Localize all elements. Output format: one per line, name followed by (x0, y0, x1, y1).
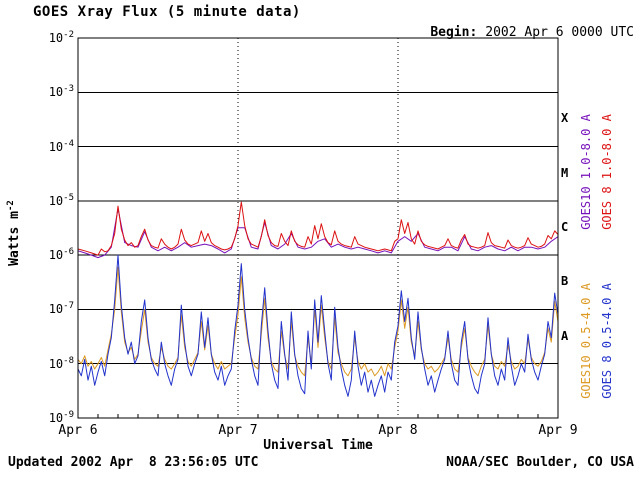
series-line (77, 208, 559, 259)
begin-label: Begin: (430, 25, 478, 40)
x-axis-title: Universal Time (263, 438, 373, 453)
series-label: GOES10 0.5-4.0 A (579, 283, 593, 399)
y-tick-label: 10-4 (48, 138, 74, 154)
flare-class-B: B (561, 274, 569, 289)
y-tick-label: 10-7 (48, 301, 74, 317)
flare-class-X: X (561, 111, 569, 126)
series-line (77, 266, 559, 377)
y-tick-label: 10-2 (48, 30, 74, 45)
credit-text: NOAA/SEC Boulder, CO USA (446, 455, 634, 470)
updated-timestamp: Updated 2002 Apr 8 23:56:05 UTC (8, 455, 259, 470)
x-tick-label: Apr 7 (218, 423, 258, 438)
y-tick-label: 10-3 (48, 84, 74, 100)
series-label: GOES10 1.0-8.0 A (579, 114, 593, 230)
x-tick-label: Apr 9 (538, 423, 578, 438)
series-label: GOES 8 0.5-4.0 A (600, 283, 614, 399)
chart-title: GOES Xray Flux (5 minute data) (33, 4, 301, 20)
x-tick-label: Apr 8 (378, 423, 418, 438)
y-tick-label: 10-8 (48, 355, 74, 371)
series-label: GOES 8 1.0-8.0 A (600, 114, 614, 230)
y-axis-title: Watts m-2 (5, 200, 23, 266)
flare-class-A: A (561, 328, 569, 343)
y-tick-label: 10-6 (48, 247, 74, 263)
series-line (77, 201, 559, 256)
begin-time: Begin: 2002 Apr 6 0000 UTC (399, 10, 634, 55)
begin-value: 2002 Apr 6 0000 UTC (485, 25, 634, 40)
y-tick-label: 10-9 (48, 410, 74, 425)
y-tick-label: 10-5 (48, 192, 74, 208)
flare-class-C: C (561, 220, 569, 234)
flare-class-M: M (561, 165, 569, 180)
x-tick-label: Apr 6 (58, 423, 98, 438)
series-line (77, 254, 559, 397)
plot-border (77, 37, 559, 419)
